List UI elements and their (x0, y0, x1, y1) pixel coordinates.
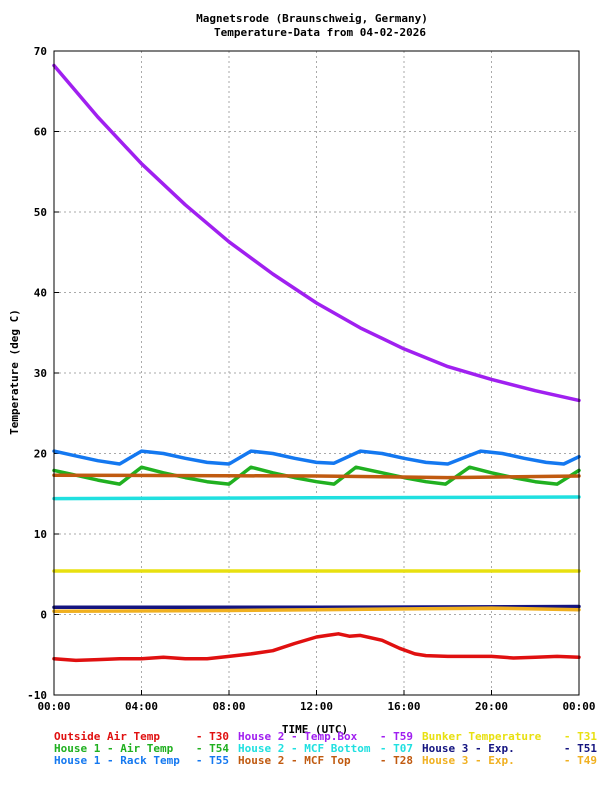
legend-code: - T28 (380, 754, 413, 767)
y-tick-label: 60 (34, 126, 47, 139)
series-line-t49 (52, 606, 581, 614)
legend-label: House 1 - Rack Temp (54, 754, 180, 767)
y-tick-label: 20 (34, 448, 47, 461)
y-tick-label: 70 (34, 45, 47, 58)
x-tick-label: 08:00 (212, 700, 245, 713)
series-line-t59 (52, 63, 581, 403)
legend-code: - T55 (196, 754, 229, 767)
legend-label: Outside Air Temp (54, 730, 160, 743)
legend-label: House 3 - Exp. (422, 742, 515, 755)
legend-code: - T59 (380, 730, 413, 743)
y-tick-label: 0 (40, 609, 47, 622)
legend-code: - T54 (196, 742, 229, 755)
legend-code: - T51 (564, 742, 597, 755)
series-line-t30 (52, 632, 581, 663)
legend-label: House 1 - Air Temp (54, 742, 174, 755)
chart-subtitle: Temperature-Data from 04-02-2026 (214, 26, 426, 39)
legend-label: House 2 - MCF Top (238, 754, 351, 767)
legend-label: House 2 - MCF Bottom (238, 742, 371, 755)
series-line-t55 (52, 449, 581, 466)
legend-code: - T31 (564, 730, 597, 743)
y-tick-label: 40 (34, 287, 47, 300)
legend-code: - T49 (564, 754, 597, 767)
y-axis-label: Temperature (deg C) (8, 309, 21, 435)
y-tick-label: -10 (27, 689, 47, 702)
grid-lines (53, 50, 580, 696)
legend-label: House 2 - Temp.Box (238, 730, 358, 743)
x-tick-label: 12:00 (300, 700, 333, 713)
x-tick-label: 20:00 (475, 700, 508, 713)
legend-label: Bunker Temperature (422, 730, 542, 743)
plot-frame (53, 50, 580, 696)
y-tick-label: 30 (34, 367, 47, 380)
series-line-t28 (52, 473, 581, 480)
series-lines (52, 63, 581, 663)
legend-label: House 3 - Exp. (422, 754, 515, 767)
x-tick-label: 16:00 (387, 700, 420, 713)
x-tick-labels: 00:00 04:00 08:00 12:00 16:00 20:00 00:00 (37, 700, 595, 713)
x-axis-label: TIME (UTC) (282, 723, 348, 736)
series-line-t54 (52, 465, 581, 486)
legend: Outside Air Temp - T30 House 2 - Temp.Box -… (54, 730, 597, 767)
y-tick-label: 10 (34, 528, 47, 541)
x-tick-label: 00:00 (562, 700, 595, 713)
y-tick-labels: -10 0 10 20 30 40 50 60 70 (27, 45, 47, 702)
y-tick-label: 50 (34, 206, 47, 219)
chart-title: Magnetsrode (Braunschweig, Germany) (196, 12, 428, 25)
legend-code: - T07 (380, 742, 413, 755)
x-tick-label: 00:00 (37, 700, 70, 713)
x-tick-label: 04:00 (125, 700, 158, 713)
legend-code: - T30 (196, 730, 229, 743)
series-line-t07 (52, 495, 581, 501)
